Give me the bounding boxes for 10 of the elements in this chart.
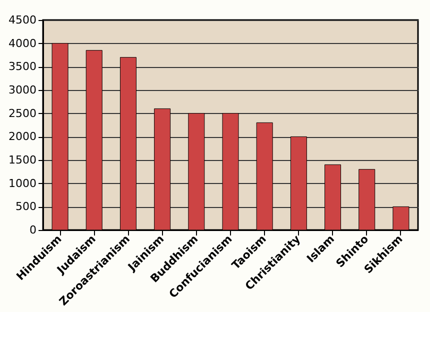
y-tick-label: 2000 [8,130,36,144]
y-tick-label: 1500 [8,154,36,166]
y-tick-label: 4000 [8,36,36,50]
y-tick-label: 3500 [8,60,36,74]
y-tick-label: 1000 [8,176,36,190]
y-tick-label: 3000 [8,84,36,96]
y-tick-label: 0 [30,224,36,236]
y-tick-label: 500 [16,200,36,214]
y-tick-label: 2500 [8,106,36,120]
y-tick-label: 4500 [8,14,36,26]
